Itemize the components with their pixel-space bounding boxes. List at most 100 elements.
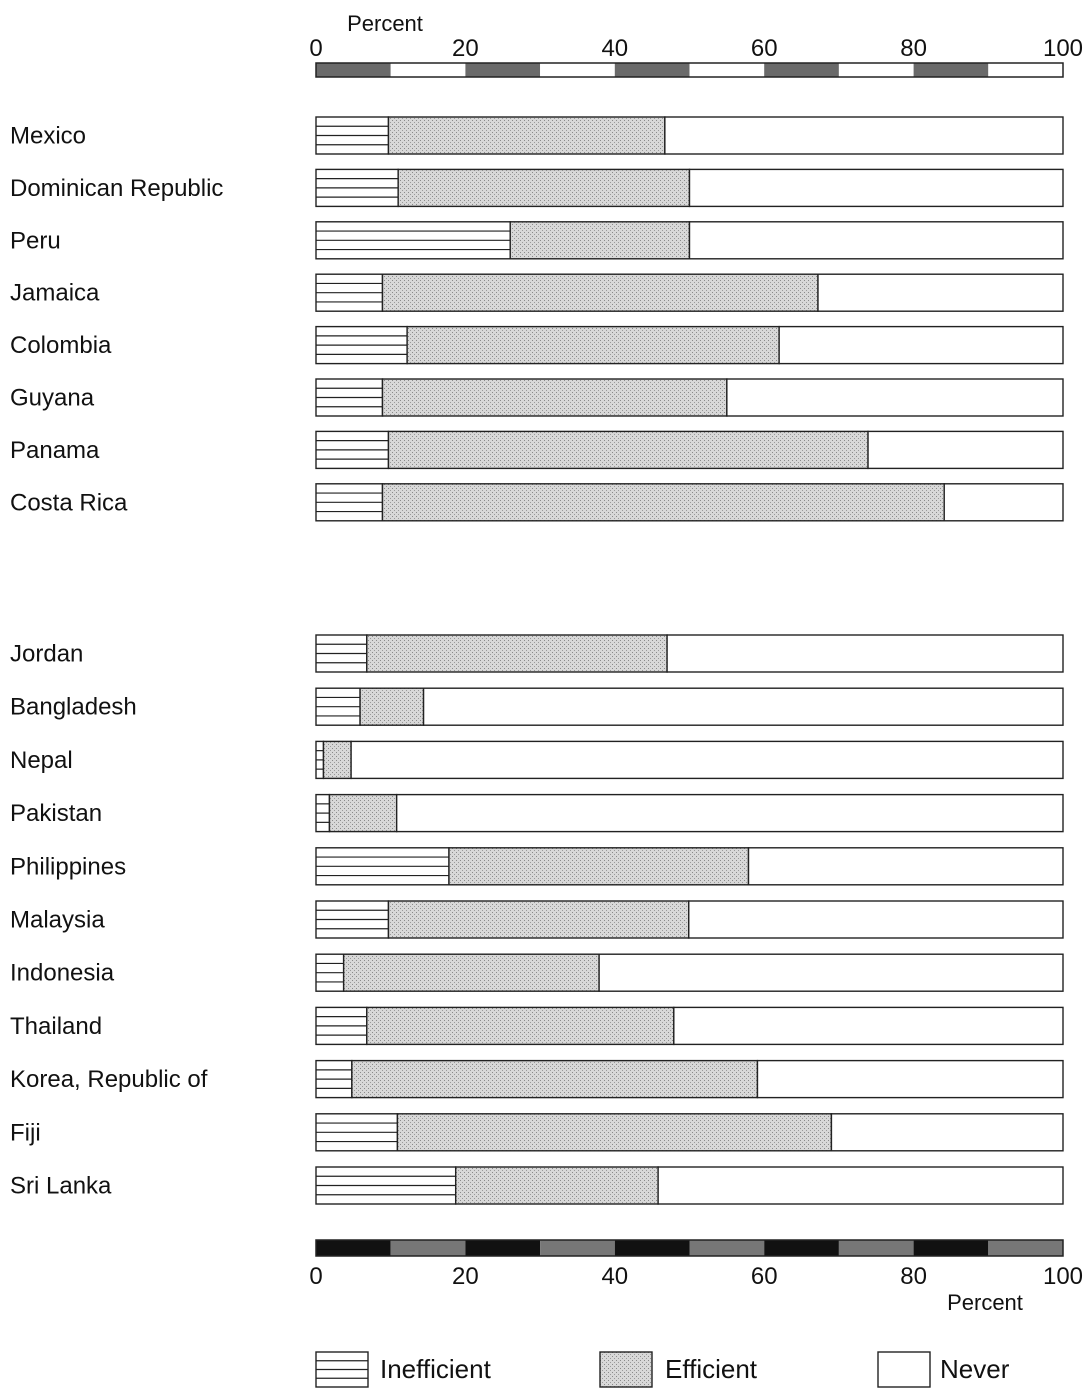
scale-segment <box>614 1240 690 1256</box>
bar-group-asia: Jordan Bangladesh Nepal Pakistan Philippines… <box>10 634 1064 1205</box>
scale-segment <box>689 1240 765 1256</box>
legend-item-inefficient: Inefficient <box>315 1351 492 1388</box>
category-label: Bangladesh <box>10 694 137 721</box>
bar-never <box>726 378 1064 417</box>
bar-row: Colombia <box>10 325 1064 365</box>
bar-never <box>688 221 1064 260</box>
bar-efficient <box>387 430 869 470</box>
tick-label: 20 <box>452 1263 479 1290</box>
category-label: Colombia <box>10 332 112 359</box>
legend-item-efficient: Efficient <box>599 1351 758 1388</box>
bar-inefficient <box>315 430 390 470</box>
bar-inefficient <box>315 325 408 365</box>
bar-row: Sri Lanka <box>10 1166 1064 1205</box>
bar-inefficient <box>315 1006 368 1046</box>
tick-label: 100 <box>1043 35 1083 62</box>
tick-label: 60 <box>751 1263 778 1290</box>
bar-row: Jamaica <box>10 273 1064 312</box>
bar-inefficient <box>315 847 450 886</box>
category-label: Sri Lanka <box>10 1173 112 1200</box>
legend-label: Efficient <box>665 1354 758 1384</box>
bar-row: Jordan <box>10 634 1064 673</box>
bar-efficient <box>328 793 398 833</box>
tick-label: 0 <box>309 35 322 62</box>
top-axis-tick-labels: 0 20 40 60 80 100 <box>309 35 1083 62</box>
bar-efficient <box>342 953 600 992</box>
bar-never <box>422 687 1064 726</box>
bar-inefficient <box>315 953 345 992</box>
legend-item-never: Never <box>877 1351 1010 1388</box>
category-label: Dominican Republic <box>10 175 223 202</box>
bar-efficient <box>381 273 819 312</box>
category-label: Pakistan <box>10 800 102 827</box>
legend-swatch-inefficient <box>315 1351 369 1388</box>
category-label: Guyana <box>10 385 95 412</box>
bar-never <box>688 900 1064 939</box>
scale-segment <box>764 63 839 77</box>
scale-segment <box>988 1240 1063 1256</box>
top-axis-title: Percent <box>347 11 423 36</box>
bar-inefficient <box>315 273 384 312</box>
tick-label: 40 <box>601 1263 628 1290</box>
bar-row: Indonesia <box>10 953 1064 992</box>
bar-efficient <box>397 168 691 208</box>
bar-inefficient <box>315 740 325 780</box>
category-label: Peru <box>10 227 61 254</box>
scale-segment <box>614 63 690 77</box>
category-label: Korea, Republic of <box>10 1066 208 1093</box>
scale-segment <box>988 63 1063 77</box>
bar-inefficient <box>315 221 511 260</box>
bar-never <box>598 953 1064 992</box>
bar-row: Fiji <box>10 1113 1064 1152</box>
bar-inefficient <box>315 687 361 726</box>
category-label: Thailand <box>10 1013 102 1040</box>
legend: Inefficient Efficient Never <box>315 1351 1010 1388</box>
category-label: Indonesia <box>10 960 115 987</box>
category-label: Jamaica <box>10 280 100 307</box>
bar-row: Costa Rica <box>10 483 1064 522</box>
tick-label: 100 <box>1043 1263 1083 1290</box>
tick-label: 80 <box>900 1263 927 1290</box>
bar-never <box>778 325 1064 365</box>
bar-row: Korea, Republic of <box>10 1059 1064 1099</box>
scale-segment <box>390 63 466 77</box>
bar-efficient <box>509 221 691 260</box>
scale-segment <box>838 1240 914 1256</box>
category-label: Philippines <box>10 853 126 880</box>
bar-inefficient <box>315 900 390 939</box>
bar-never <box>756 1059 1064 1099</box>
bar-efficient <box>322 740 352 780</box>
bar-row: Peru <box>10 221 1064 260</box>
scale-segment <box>913 63 989 77</box>
bottom-axis-tick-labels: 0 20 40 60 80 100 <box>309 1263 1083 1290</box>
bar-never <box>830 1113 1064 1152</box>
bar-row: Bangladesh <box>10 687 1064 726</box>
bar-inefficient <box>315 378 384 417</box>
tick-label: 20 <box>452 35 479 62</box>
top-scale-bar <box>315 62 1064 78</box>
category-label: Mexico <box>10 123 86 150</box>
scale-segment <box>764 1240 839 1256</box>
scale-segment <box>390 1240 466 1256</box>
category-label: Nepal <box>10 747 73 774</box>
legend-label: Never <box>940 1354 1010 1384</box>
scale-segment <box>465 63 541 77</box>
scale-segment <box>913 1240 989 1256</box>
legend-swatch-efficient <box>599 1351 653 1388</box>
category-label: Panama <box>10 437 100 464</box>
scale-segment <box>540 63 615 77</box>
bar-efficient <box>387 116 666 155</box>
bottom-axis-title: Percent <box>947 1290 1023 1315</box>
bar-row: Dominican Republic <box>10 168 1064 208</box>
bar-row: Guyana <box>10 378 1064 417</box>
bar-efficient <box>366 1006 675 1046</box>
scale-outline <box>315 1239 1064 1257</box>
scale-segment <box>689 63 765 77</box>
legend-label: Inefficient <box>380 1354 492 1384</box>
bar-inefficient <box>315 1059 353 1099</box>
bar-efficient <box>381 483 945 522</box>
legend-swatch-never <box>877 1351 931 1388</box>
bar-row: Malaysia <box>10 900 1064 939</box>
bar-never <box>688 168 1064 208</box>
tick-label: 60 <box>751 35 778 62</box>
